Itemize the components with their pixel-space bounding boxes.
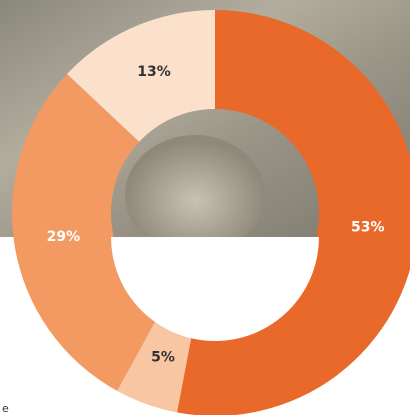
page: e 53%5%29%13% (() => { const data = JSON… <box>0 0 410 415</box>
value-label: 53% <box>351 219 385 235</box>
value-label: 29% <box>47 229 81 245</box>
chart: e 53% 5% 29% 13% <box>0 0 410 415</box>
value-label: 13% <box>137 64 171 80</box>
value-label: 5% <box>151 349 175 365</box>
annotation: e <box>2 402 9 415</box>
